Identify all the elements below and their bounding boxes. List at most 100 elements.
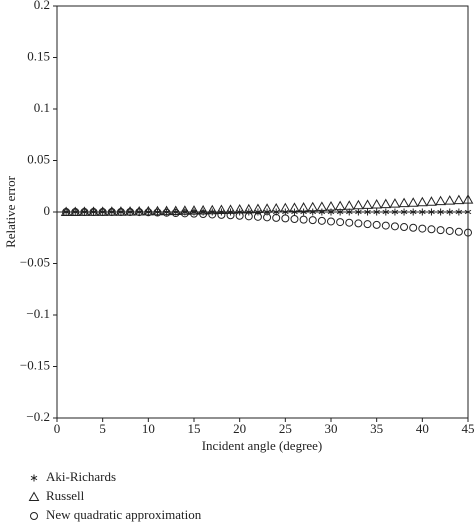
marker-circle [171,209,180,218]
marker-circle [226,211,235,220]
y-tick-label: −0.05 [20,254,50,269]
marker-circle [336,218,345,227]
marker-triangle [380,198,392,209]
marker-triangle [279,202,291,213]
marker-circle [190,209,198,218]
marker-circle [98,208,107,216]
y-tick-label: 0.1 [34,100,50,115]
y-tick-label: 0.15 [27,48,50,63]
marker-triangle [444,195,456,205]
marker-star [464,208,472,216]
marker-circle [208,210,217,219]
marker-triangle [307,201,319,212]
marker-triangle [270,202,282,213]
x-tick-label: 25 [279,421,292,436]
marker-triangle [252,203,264,214]
marker-triangle [453,194,465,205]
marker-triangle [188,205,200,215]
x-axis-label: Incident angle (degree) [202,438,323,453]
marker-circle [418,224,427,233]
marker-triangle [334,200,346,211]
marker-circle [107,208,116,216]
marker-triangle [261,203,273,213]
y-axis-label: Relative error [3,175,18,247]
marker-triangle [133,205,145,216]
x-tick-label: 15 [188,421,201,436]
marker-triangle [225,204,236,214]
marker-triangle [289,202,300,212]
marker-star [382,208,390,216]
marker-star [291,208,298,216]
marker-circle [354,219,363,228]
y-tick-label: −0.1 [26,306,50,321]
marker-circle [290,215,299,224]
marker-circle [30,512,38,520]
marker-triangle [426,196,437,206]
marker-circle [263,213,272,222]
marker-triangle [435,195,446,206]
marker-star [409,208,417,216]
marker-circle [390,222,399,231]
marker-star [391,208,399,216]
marker-circle [126,208,135,216]
marker-circle [464,228,472,237]
marker-triangle [325,201,337,211]
marker-triangle [234,204,246,214]
marker-circle [327,217,335,226]
marker-circle [162,208,171,217]
legend-label: Russell [46,488,85,503]
marker-circle [281,214,290,223]
x-tick-label: 0 [54,421,61,436]
marker-triangle [371,198,383,209]
marker-triangle [206,204,218,215]
marker-triangle [197,204,209,215]
legend-label: Aki-Richards [46,469,116,484]
marker-circle [363,220,372,229]
marker-circle [317,216,326,225]
marker-circle [135,208,144,217]
marker-star [373,208,380,216]
marker-triangle [416,196,428,207]
marker-triangle [398,197,410,208]
marker-circle [400,223,409,232]
marker-triangle [28,491,40,501]
marker-star [437,208,444,216]
y-tick-label: 0.05 [27,151,50,166]
marker-circle [144,208,153,217]
marker-circle [445,226,454,235]
marker-triangle [343,200,355,210]
marker-triangle [142,205,154,216]
marker-star [254,208,262,216]
marker-circle [436,226,445,235]
y-tick-label: −0.15 [20,357,50,372]
marker-triangle [161,205,172,216]
marker-circle [409,223,418,232]
x-tick-label: 45 [462,421,474,436]
marker-star [419,208,426,216]
marker-star [208,208,216,216]
marker-circle [235,211,244,220]
marker-circle [253,212,262,221]
marker-circle [217,210,226,219]
marker-circle [71,208,80,216]
marker-triangle [407,197,419,207]
x-tick-label: 5 [99,421,106,436]
y-tick-label: −0.2 [26,409,50,424]
marker-circle [116,208,125,216]
marker-circle [427,225,436,234]
x-tick-label: 30 [325,421,338,436]
marker-circle [80,208,89,216]
y-tick-label: 0.2 [34,0,50,12]
marker-star [355,208,362,216]
marker-circle [381,221,390,230]
marker-star [428,208,435,216]
marker-triangle [362,199,373,209]
marker-circle [299,215,308,224]
marker-circle [272,213,281,222]
marker-triangle [298,202,309,212]
marker-triangle [462,194,474,204]
marker-triangle [353,199,364,210]
marker-circle [180,209,189,218]
marker-circle [199,210,208,219]
marker-triangle [389,198,401,208]
